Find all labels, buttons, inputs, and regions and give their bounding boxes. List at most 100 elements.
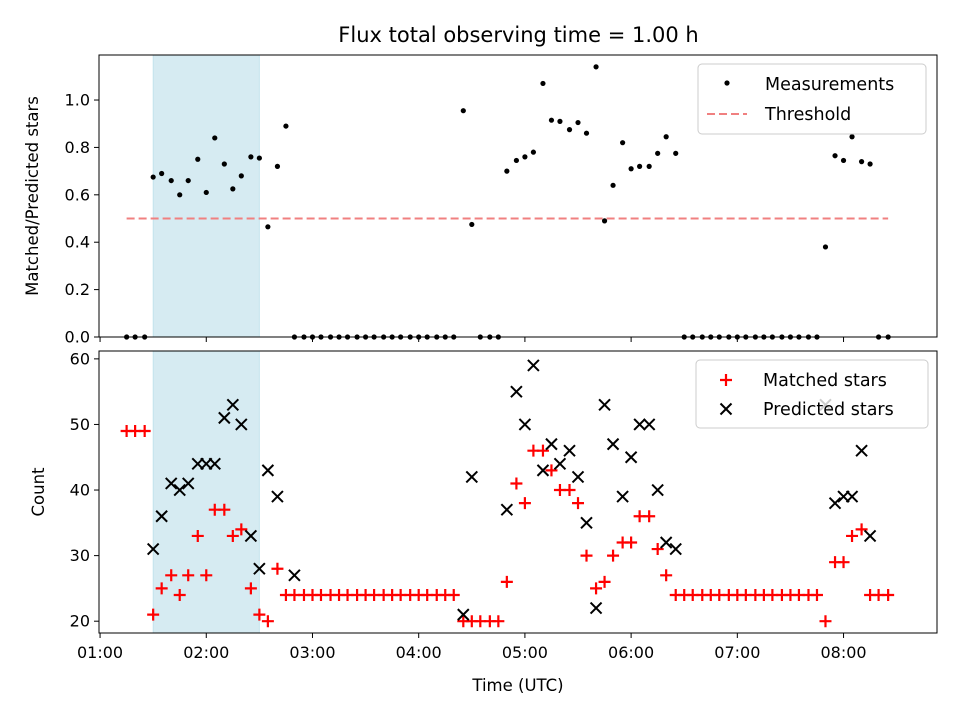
measurement-point [238,173,244,179]
matched-star-point [165,569,178,582]
predicted-star-point [855,444,868,457]
measurement-point [849,134,855,140]
predicted-star-point [616,490,629,503]
measurement-point [150,174,156,180]
matched-star-point [819,615,832,628]
x-tick-label: 05:00 [502,643,548,662]
predicted-star-point [589,601,603,615]
measurement-point [620,140,626,146]
predicted-star-point [642,418,656,431]
measurement-point [177,192,183,198]
predicted-star-point [633,418,646,431]
legend-matched-label: Matched stars [763,371,887,391]
measurement-point [522,154,528,160]
y-tick-label: 60 [70,349,90,368]
top-x-axis-ticks [99,337,845,342]
measurement-point [283,123,289,129]
predicted-star-point [527,359,540,372]
predicted-star-point [146,542,160,556]
predicted-star-point [226,398,240,411]
measurement-point [185,177,191,184]
y-tick-label: 0.0 [65,328,90,347]
measurement-point [867,161,873,167]
measurement-point [566,127,573,133]
predicted-star-point [244,529,258,543]
predicted-star-point [510,385,523,398]
measurement-point [256,155,262,161]
measurement-point [469,221,475,228]
x-tick-label: 08:00 [820,643,866,662]
x-tick-label: 03:00 [289,643,335,662]
predicted-star-point [828,496,842,510]
measurement-point [583,130,590,136]
bottom-x-axis-ticks: 01:00 02:00 03:00 04:00 05:00 06:00 07:00 08:00 [77,633,867,662]
predicted-star-point [235,418,248,431]
matched-star-point [253,608,266,621]
y-tick-label: 30 [70,546,90,565]
measurement-point [530,149,537,155]
measurement-point [168,177,174,184]
matched-star-point [218,503,231,516]
measurement-point [628,166,634,172]
measurement-point [504,168,510,174]
predicted-star-point [624,451,638,464]
measurement-point [601,218,608,224]
y-tick-label: 0.2 [65,280,90,299]
predicted-star-point [271,490,284,503]
measurement-point [212,135,218,141]
matched-star-point [590,582,603,595]
matched-star-point [244,582,257,595]
matched-star-point [155,582,168,595]
predicted-star-point [208,457,221,471]
matched-star-point [580,549,593,562]
predicted-star-point [571,470,585,484]
predicted-star-point [173,483,186,497]
legend-frame [695,359,929,429]
matched-star-point [226,529,239,542]
matched-star-point [492,615,505,628]
predicted-stars-points [146,359,877,621]
legend-predicted-label: Predicted stars [763,400,894,420]
predicted-star-point [563,444,576,457]
y-tick-label: 1.0 [65,91,90,110]
measurement-point [637,163,643,169]
measurement-point [513,157,520,164]
legend-frame [697,63,927,135]
predicted-star-point [863,529,877,543]
predicted-star-point [536,464,550,477]
y-tick-label: 50 [70,415,90,434]
top-y-axis-label: Matched/Predicted stars [23,96,42,296]
legend-predicted-marker [719,402,733,416]
x-tick-label: 06:00 [608,643,654,662]
predicted-star-point [182,477,195,490]
bottom-y-axis-label: Count [29,467,48,517]
measurement-point [230,186,236,192]
x-tick-label: 02:00 [183,643,229,662]
matched-star-point [182,569,195,582]
predicted-star-point [457,608,470,621]
bottom-highlight-span [152,350,260,634]
matched-star-point [235,523,248,536]
matched-star-point [545,464,558,477]
y-tick-label: 0.6 [65,185,90,204]
predicted-star-point [218,411,231,425]
matched-star-point [563,484,576,497]
predicted-star-point [261,464,275,477]
measurement-point [575,119,581,126]
predicted-star-point [553,457,567,471]
matched-star-point [643,510,656,523]
matched-star-point [607,549,620,562]
top-legend: Measurements Threshold [697,63,927,135]
matched-star-point [500,575,513,588]
chart-title: Flux total observing time = 1.00 h [338,23,698,47]
matched-star-point [536,444,549,457]
predicted-star-point [598,398,611,411]
matched-star-point [846,529,859,542]
predicted-star-point [253,562,266,575]
matched-star-point [810,588,823,601]
highlight-span-rect [152,350,260,634]
predicted-star-point [580,516,593,530]
measurement-point [195,156,201,162]
matched-star-point [261,615,274,628]
predicted-star-point [465,470,479,484]
